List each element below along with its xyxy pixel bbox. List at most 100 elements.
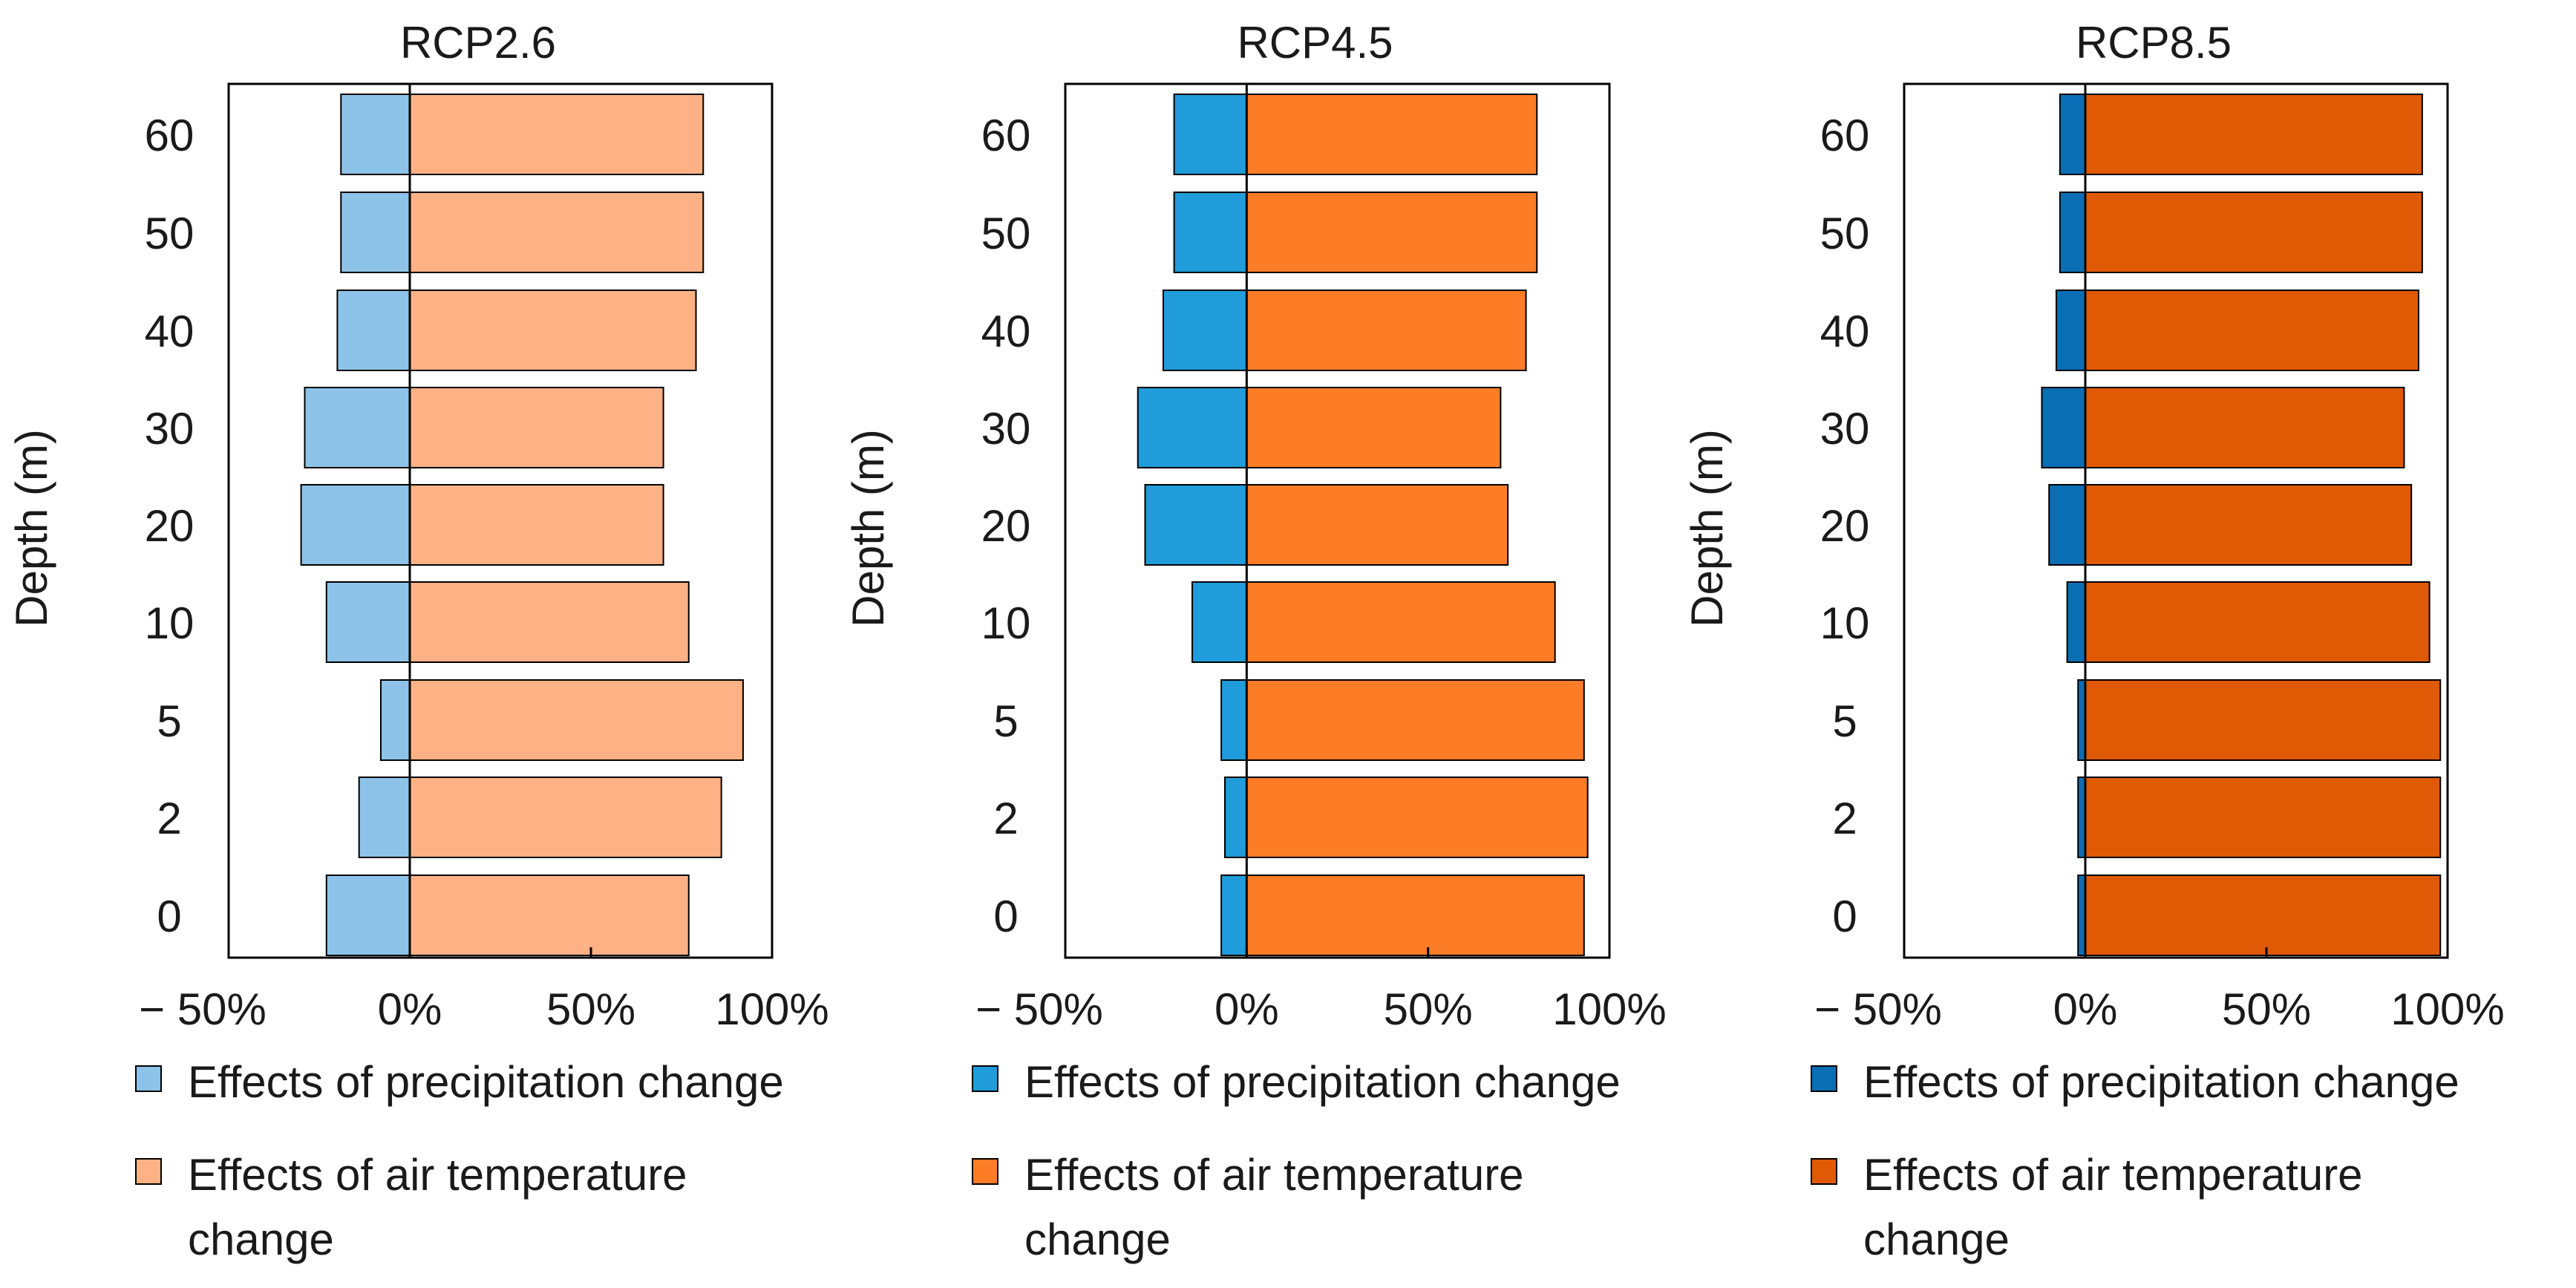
precipitation-bar [2048, 484, 2086, 566]
temperature-bar [2085, 777, 2442, 858]
chart-panel-rcp4-5: RCP4.5 Depth (m) 0 2 5 10 20 30 40 50 60 − 50% 0% 50%… [843, 18, 1667, 1264]
y-tick-label: 5 [157, 696, 181, 746]
temperature-bar [1246, 94, 1538, 175]
temperature-bar [2085, 581, 2430, 663]
x-tick-label: − 50% [139, 984, 267, 1034]
y-tick-label: 30 [145, 404, 194, 454]
precipitation-bar [1137, 387, 1248, 468]
y-tick-label: 10 [1820, 598, 1870, 648]
y-tick-label: 60 [1820, 111, 1870, 160]
chart-title: RCP2.6 [400, 18, 556, 68]
y-tick-label: 2 [157, 794, 181, 843]
precipitation-bar [358, 777, 411, 858]
legend-swatch-precipitation [1811, 1065, 1837, 1092]
temperature-bar [2085, 679, 2442, 761]
precipitation-bar [1173, 192, 1248, 273]
legend-swatch-precipitation [972, 1065, 998, 1092]
precipitation-bar [336, 290, 411, 371]
temperature-bar [2085, 387, 2405, 468]
chart-panel-rcp2-6: RCP2.6 Depth (m) 0 2 5 10 20 30 40 50 60 − 50% 0% 50%… [7, 18, 829, 1264]
chart-title: RCP8.5 [2076, 18, 2232, 68]
precipitation-bar [379, 679, 411, 761]
temperature-bar [1246, 875, 1585, 956]
y-tick-label: 0 [993, 892, 1018, 941]
y-tick-label: 20 [981, 501, 1031, 551]
x-tick-label: 50% [2222, 984, 2311, 1034]
x-tick-label: 50% [546, 984, 635, 1034]
x-tick-label: − 50% [975, 984, 1103, 1034]
temperature-bar [409, 387, 664, 468]
x-tick-label: 100% [1552, 984, 1666, 1034]
legend-label-temperature: Effects of air temperature [1863, 1150, 2363, 1200]
precipitation-bar [1191, 581, 1248, 663]
temperature-bar [1246, 777, 1589, 858]
plot-frame [1903, 82, 2449, 959]
precipitation-bar [325, 875, 411, 956]
x-tick-label: 0% [378, 984, 442, 1034]
y-tick-label: 60 [145, 111, 194, 160]
x-tick-label: 50% [1384, 984, 1473, 1034]
x-tick-label: 100% [2390, 984, 2504, 1034]
precipitation-bar [1220, 875, 1248, 956]
precipitation-bar [2066, 581, 2087, 663]
y-tick-label: 40 [1820, 307, 1870, 356]
precipitation-bar [1173, 94, 1248, 175]
legend-label-temperature: Effects of air temperature [1024, 1150, 1524, 1200]
temperature-bar [1246, 581, 1556, 663]
y-tick-label: 10 [981, 598, 1031, 648]
temperature-bar [409, 290, 697, 371]
temperature-bar [409, 94, 705, 175]
temperature-bar [2085, 94, 2423, 175]
temperature-bar [2085, 192, 2423, 273]
temperature-bar [2085, 484, 2413, 566]
precipitation-bar [1224, 777, 1248, 858]
y-axis-label: Depth (m) [1682, 429, 1732, 627]
x-tick-label: 100% [715, 984, 828, 1034]
legend-label-temperature: Effects of air temperature [188, 1150, 687, 1200]
plot-frame [227, 82, 774, 959]
temperature-bar [409, 581, 690, 663]
precipitation-bar [1162, 290, 1248, 371]
precipitation-bar [2055, 290, 2086, 371]
x-tick-label: 0% [1215, 984, 1279, 1034]
precipitation-bar [340, 192, 411, 273]
y-tick-label: 30 [1820, 404, 1870, 454]
y-tick-label: 60 [981, 111, 1031, 160]
y-tick-label: 50 [981, 209, 1031, 258]
temperature-bar [1246, 290, 1527, 371]
precipitation-bar [2059, 192, 2087, 273]
temperature-bar [1246, 679, 1585, 761]
plot-frame [1064, 82, 1611, 959]
y-tick-label: 20 [145, 501, 194, 551]
y-axis-label: Depth (m) [843, 429, 893, 627]
y-tick-label: 2 [993, 794, 1018, 843]
temperature-bar [1246, 484, 1509, 566]
legend-label-temperature-cont: change [1863, 1215, 2010, 1264]
y-tick-label: 10 [145, 598, 194, 648]
precipitation-bar [2041, 387, 2086, 468]
legend-swatch-temperature [135, 1158, 162, 1185]
legend-label-temperature-cont: change [188, 1215, 334, 1264]
y-axis-label: Depth (m) [7, 429, 56, 627]
temperature-bar [409, 484, 664, 566]
precipitation-bar [1220, 679, 1248, 761]
temperature-bar [2085, 290, 2419, 371]
y-tick-label: 30 [981, 404, 1031, 454]
y-tick-label: 0 [1832, 892, 1857, 941]
legend-swatch-temperature [972, 1158, 998, 1185]
y-tick-label: 20 [1820, 501, 1870, 551]
y-tick-label: 40 [145, 307, 194, 356]
x-tick-label: − 50% [1814, 984, 1942, 1034]
x-tick-label: 0% [2053, 984, 2118, 1034]
temperature-bar [2085, 875, 2442, 956]
legend-swatch-precipitation [135, 1065, 162, 1092]
temperature-bar [409, 875, 690, 956]
y-tick-label: 2 [1832, 794, 1857, 843]
precipitation-bar [2059, 94, 2087, 175]
legend-label-precipitation: Effects of precipitation change [1024, 1057, 1621, 1107]
chart-panel-rcp8-5: RCP8.5 Depth (m) 0 2 5 10 20 30 40 50 60 − 50% 0% 50%… [1682, 18, 2505, 1264]
y-tick-label: 50 [145, 209, 194, 258]
temperature-bar [1246, 192, 1538, 273]
y-tick-label: 5 [1832, 696, 1857, 746]
